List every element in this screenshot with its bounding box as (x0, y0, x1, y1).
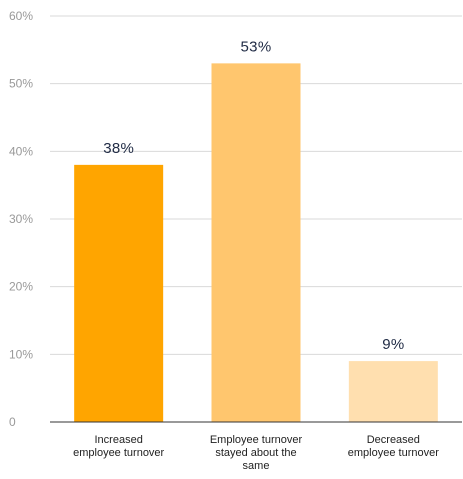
category-label-line: same (243, 460, 270, 472)
category-label-line: employee turnover (73, 447, 164, 459)
y-tick-label: 0 (9, 415, 16, 429)
y-tick-label: 30% (9, 212, 33, 226)
bar (211, 63, 301, 422)
category-label: Employee turnover stayed about the same (210, 434, 303, 472)
bar-value-label: 53% (241, 38, 272, 55)
y-axis-tick-labels: 0 10% 20% 30% 40% 50% 60% (9, 9, 33, 429)
y-tick-label: 60% (9, 9, 33, 23)
category-label-line: Decreased (367, 434, 420, 446)
category-label: Decreased employee turnover (348, 434, 439, 459)
bar (74, 164, 164, 422)
data-labels: 38% 53% 9% (103, 38, 404, 353)
category-label-line: stayed about the (215, 447, 296, 459)
bars (74, 63, 438, 422)
category-label-line: employee turnover (348, 447, 439, 459)
bar-value-label: 38% (103, 140, 134, 157)
category-label: Increased employee turnover (73, 434, 164, 459)
y-tick-label: 20% (9, 280, 33, 294)
bar (348, 361, 438, 422)
y-tick-label: 50% (9, 77, 33, 91)
bar-value-label: 9% (382, 336, 404, 353)
y-tick-label: 40% (9, 144, 33, 158)
category-label-line: Employee turnover (210, 434, 303, 446)
category-label-line: Increased (95, 434, 143, 446)
y-tick-label: 10% (9, 347, 33, 361)
